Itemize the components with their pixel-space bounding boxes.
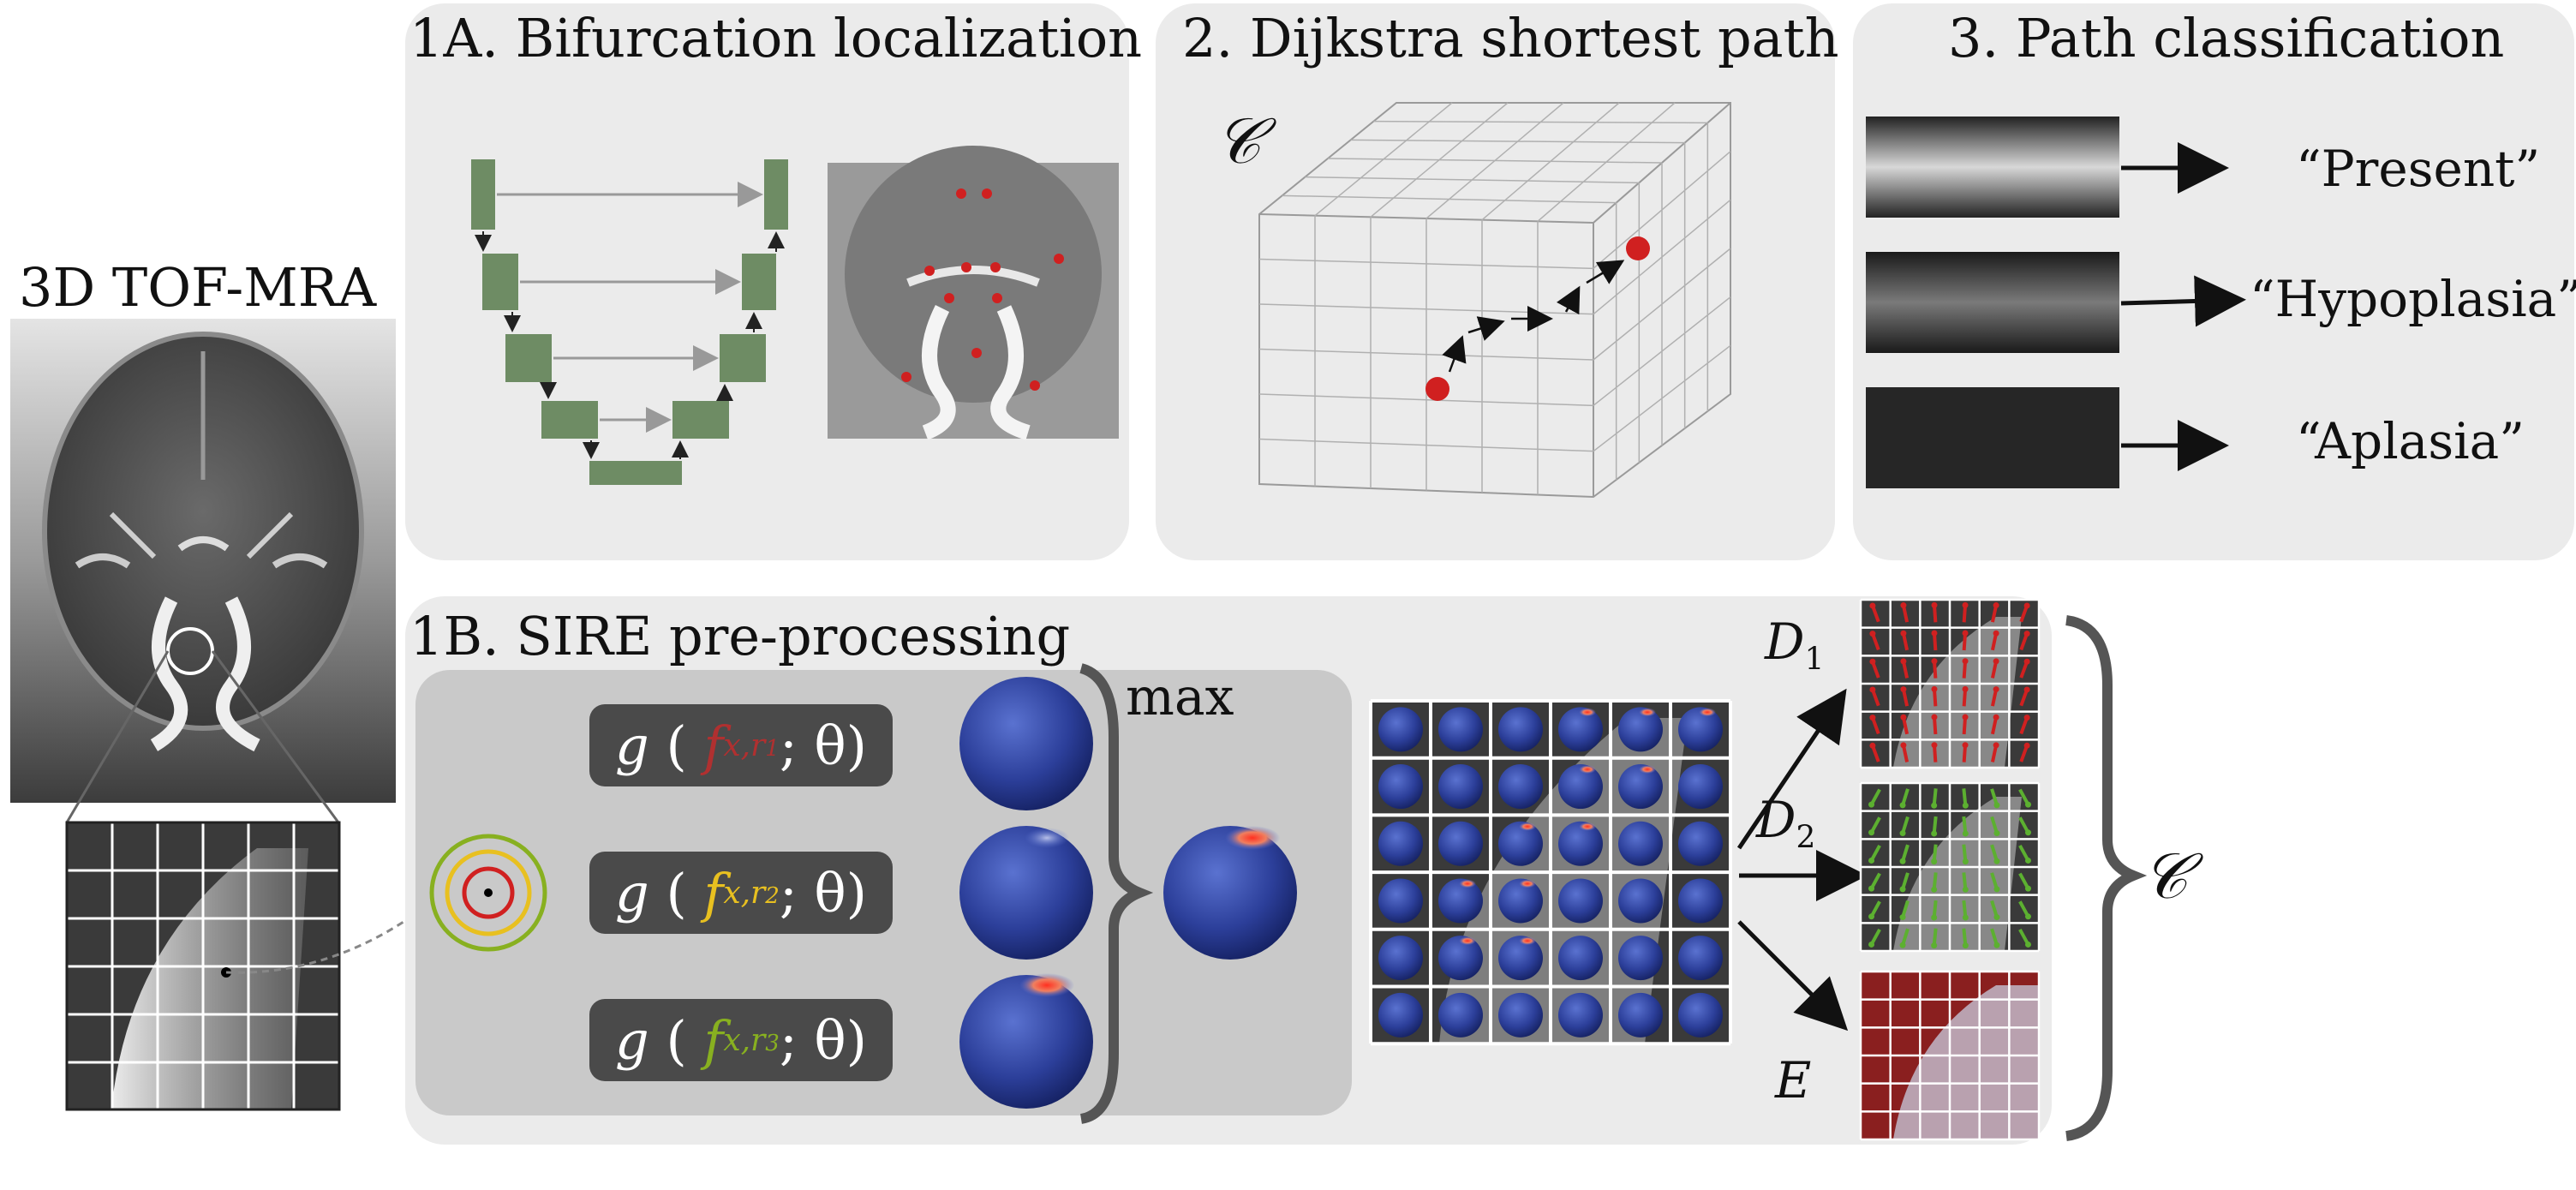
- cost-output-symbol: 𝒞: [2142, 840, 2188, 913]
- e-label: E: [1775, 1051, 1812, 1109]
- g-function-r3: g ( f x,r3; θ): [589, 999, 893, 1081]
- panel-2-title: 2. Dijkstra shortest path: [1182, 7, 1839, 69]
- max-label: max: [1126, 667, 1234, 727]
- panel-3-title: 3. Path classification: [1948, 7, 2505, 69]
- class-present: “Present”: [2296, 140, 2541, 198]
- panel-1b-title: 1B. SIRE pre-processing: [409, 605, 1071, 667]
- d2-label: D2: [1756, 791, 1816, 856]
- g-function-r1: g ( f x,r1; θ): [589, 704, 893, 786]
- g-function-r2: g ( f x,r2; θ): [589, 852, 893, 934]
- panel-bifurcation: [405, 3, 1129, 560]
- tof-title: 3D TOF-MRA: [19, 256, 377, 319]
- panel-dijkstra: [1156, 3, 1835, 560]
- panel-1a-title: 1A. Bifurcation localization: [409, 7, 1143, 69]
- d1-label: D1: [1765, 613, 1825, 678]
- class-aplasia: “Aplasia”: [2296, 412, 2525, 470]
- class-hypoplasia: “Hypoplasia”: [2250, 270, 2576, 328]
- cost-symbol: 𝒞: [1215, 105, 1261, 178]
